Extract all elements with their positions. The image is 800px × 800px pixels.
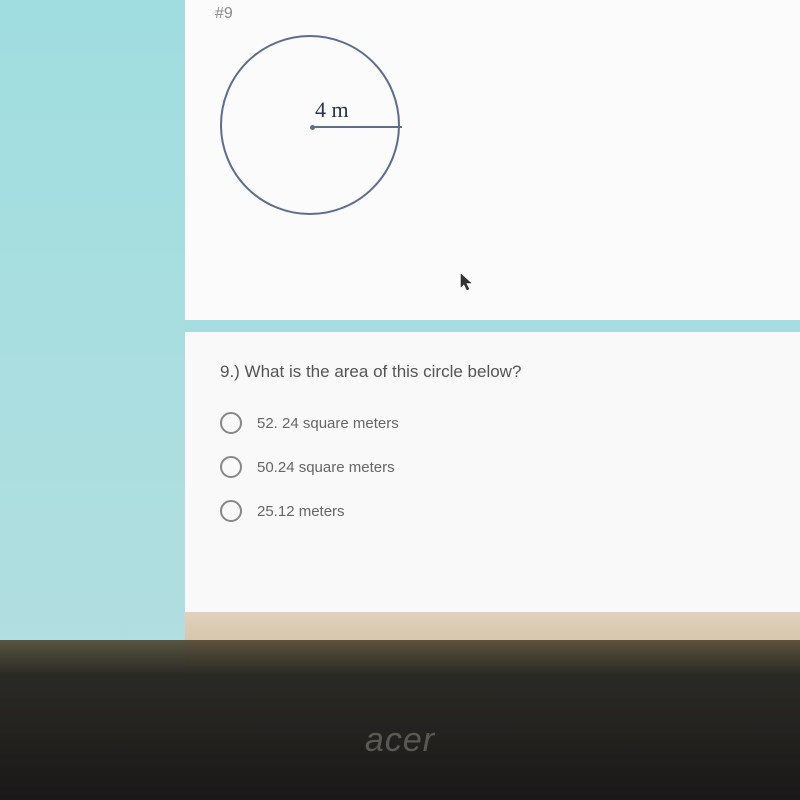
keyboard-edge (0, 640, 800, 675)
option-row[interactable]: 52. 24 square meters (220, 412, 765, 434)
option-row[interactable]: 25.12 meters (220, 500, 765, 522)
option-row[interactable]: 50.24 square meters (220, 456, 765, 478)
radius-line (312, 126, 402, 128)
option-label: 50.24 square meters (257, 459, 395, 476)
question-prompt: 9.) What is the area of this circle belo… (220, 362, 765, 382)
brand-logo: acer (365, 721, 435, 760)
option-label: 52. 24 square meters (257, 415, 399, 432)
question-card: 9.) What is the area of this circle belo… (185, 332, 800, 612)
section-divider (185, 320, 800, 332)
mouse-cursor-icon (460, 273, 474, 296)
radio-icon[interactable] (220, 412, 242, 434)
radius-label: 4 m (315, 97, 349, 123)
circle-diagram (220, 35, 420, 235)
radio-icon[interactable] (220, 456, 242, 478)
radio-icon[interactable] (220, 500, 242, 522)
option-label: 25.12 meters (257, 503, 345, 520)
laptop-bezel: acer (0, 675, 800, 800)
circle-shape (220, 35, 400, 215)
question-number: #9 (215, 5, 233, 23)
